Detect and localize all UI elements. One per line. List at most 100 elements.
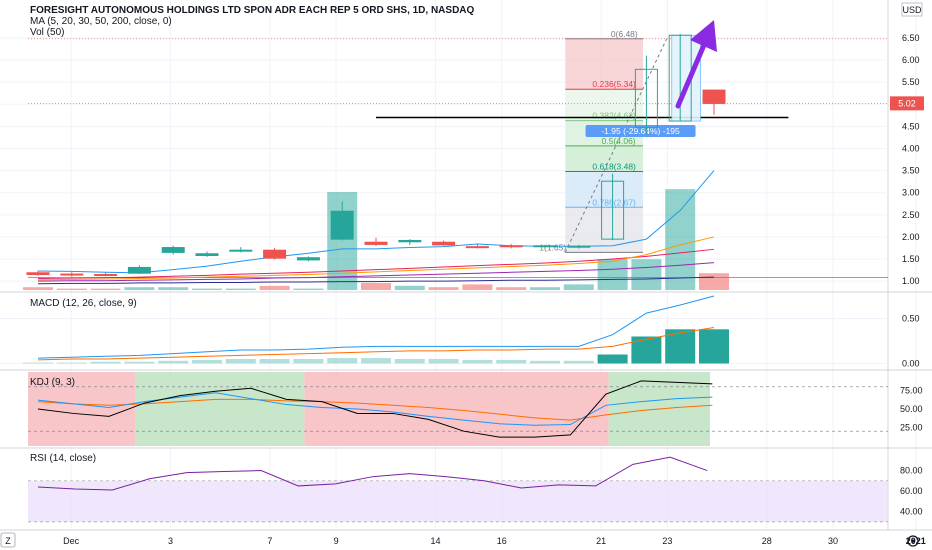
volume-bar xyxy=(631,259,662,290)
rsi-pane[interactable] xyxy=(28,456,888,523)
gear-icon[interactable] xyxy=(907,535,919,547)
time-axis[interactable]: Dec37914162123283020216 xyxy=(63,536,932,546)
rsi-tick-label: 40.00 xyxy=(900,507,923,517)
timezone-icon: Z xyxy=(5,536,11,546)
macd-hist-bar xyxy=(699,329,729,364)
ma-legend: MA (5, 20, 30, 50, 200, close, 0) xyxy=(30,16,172,27)
arrow-shaft xyxy=(675,35,710,109)
time-tick-label: 23 xyxy=(662,536,672,546)
grid xyxy=(0,0,932,531)
time-tick-label: 2021 xyxy=(906,536,926,546)
candle[interactable] xyxy=(229,247,253,253)
trend-arrow[interactable] xyxy=(675,20,717,109)
candle[interactable] xyxy=(127,265,151,275)
price-tick-label: 2.50 xyxy=(902,210,920,220)
fib-level-label: 0.382(4.63) xyxy=(592,111,636,121)
macd-hist-bar xyxy=(225,359,256,364)
candle-body xyxy=(432,241,456,246)
macd-hist-bar xyxy=(90,361,121,364)
candle[interactable] xyxy=(296,256,320,262)
time-tick-label: 7 xyxy=(267,536,272,546)
ma50-line xyxy=(37,262,715,282)
candle[interactable] xyxy=(533,244,557,248)
symbol-title: FORESIGHT AUTONOMOUS HOLDINGS LTD SPON A… xyxy=(30,5,475,16)
candle[interactable] xyxy=(26,270,50,276)
candle[interactable] xyxy=(432,240,456,246)
macd-hist-bar xyxy=(394,359,425,364)
volume-bar xyxy=(496,287,527,290)
candle-body xyxy=(567,245,591,248)
macd-hist-bar xyxy=(496,359,527,364)
candle-body xyxy=(94,274,118,277)
time-tick-label: 16 xyxy=(497,536,507,546)
candle[interactable] xyxy=(465,244,489,249)
macd-hist-bar xyxy=(428,359,459,364)
macd-pane[interactable] xyxy=(23,295,729,364)
volume-bar xyxy=(563,284,594,290)
price-tick-label: 3.00 xyxy=(902,188,920,198)
price-tick-label: 4.00 xyxy=(902,143,920,153)
timezone-button[interactable] xyxy=(0,532,16,548)
volume-bar xyxy=(192,288,222,290)
candle[interactable] xyxy=(263,247,287,260)
arrow-head xyxy=(690,20,717,52)
candle-body xyxy=(601,180,625,240)
ma200-line xyxy=(37,276,715,285)
price-tick-label: 6.50 xyxy=(902,33,920,43)
time-tick-label: 14 xyxy=(430,536,440,546)
macd-hist-bar xyxy=(192,359,222,364)
candle[interactable] xyxy=(195,251,219,257)
volume-bar xyxy=(259,285,290,290)
ma30-line xyxy=(37,236,715,281)
macd-hist-bar xyxy=(124,361,155,364)
kdj-j-line xyxy=(37,380,713,438)
pane-backgrounds xyxy=(28,372,710,446)
candle[interactable] xyxy=(364,237,388,246)
measure-box[interactable] xyxy=(671,34,701,122)
fib-level-label: 0.5(4.06) xyxy=(602,136,636,146)
vol-legend: Vol (50) xyxy=(30,27,64,38)
candle[interactable] xyxy=(601,173,625,241)
price-pane[interactable]: 0(6.48) 0.236(5.34) 0.382(4.63) 0.5(4.06) 0.… xyxy=(23,20,888,290)
price-tick-label: 1.00 xyxy=(902,276,920,286)
price-axis[interactable]: 1.001.502.002.503.003.504.004.505.005.50… xyxy=(890,33,924,517)
time-tick-label: 21 xyxy=(596,536,606,546)
time-tick-label: Dec xyxy=(63,536,80,546)
macd-hist-bar xyxy=(597,354,628,364)
volume-bar xyxy=(699,273,729,290)
volume-bar xyxy=(530,287,560,290)
macd-hist-bar xyxy=(293,359,324,364)
fib-zone xyxy=(565,171,644,208)
kdj-title: KDJ (9, 3) xyxy=(30,377,75,388)
fib-zone xyxy=(565,145,644,172)
macd-hist-bar xyxy=(23,362,53,364)
candle[interactable] xyxy=(702,89,726,115)
candle-body xyxy=(499,245,523,248)
candle[interactable] xyxy=(161,245,185,255)
macd-hist-bar xyxy=(327,358,358,364)
macd-title: MACD (12, 26, close, 9) xyxy=(30,298,137,309)
candle[interactable] xyxy=(94,272,118,277)
last-price-badge[interactable] xyxy=(890,96,924,111)
candle[interactable] xyxy=(567,244,591,249)
candle[interactable] xyxy=(60,272,84,277)
kdj-tick-label: 50.00 xyxy=(900,404,923,414)
candle-body xyxy=(634,68,658,129)
macd-hist-bar xyxy=(530,360,560,364)
macd-hist-bar xyxy=(631,336,662,364)
currency-badge[interactable] xyxy=(901,2,923,17)
volume-bar xyxy=(361,283,391,290)
price-tick-label: 5.50 xyxy=(902,77,920,87)
candle[interactable] xyxy=(499,244,523,249)
price-tick-label: 4.50 xyxy=(902,121,920,131)
candle[interactable] xyxy=(398,239,422,245)
candle-body xyxy=(330,210,354,240)
macd-hist-bar xyxy=(259,359,290,364)
kdj-tick-label: 25.00 xyxy=(900,423,923,433)
macd-tick-label: 0.00 xyxy=(902,359,920,369)
macd-hist-bar xyxy=(462,359,493,364)
kdj-pane[interactable] xyxy=(28,380,888,438)
candle[interactable] xyxy=(330,201,354,241)
candle[interactable] xyxy=(634,55,658,135)
